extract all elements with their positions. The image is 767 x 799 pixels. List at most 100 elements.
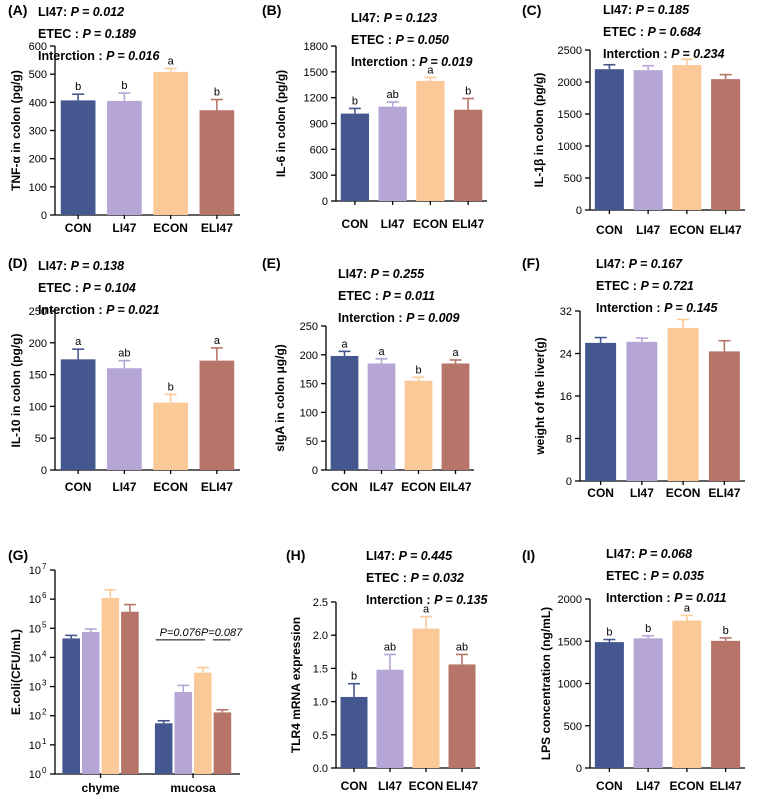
bar xyxy=(633,638,663,768)
y-tick-label: 1000 xyxy=(558,141,582,153)
y-tick-label: 0.0 xyxy=(313,763,328,775)
stat-line: Interction : P = 0.011 xyxy=(606,591,727,605)
sig-letter: a xyxy=(423,604,430,616)
stat-pvalue: P = 0.721 xyxy=(640,279,693,293)
stat-factor: LI47: xyxy=(351,11,384,25)
bar xyxy=(453,109,483,201)
stat-line: LI47: P = 0.068 xyxy=(606,547,692,561)
stat-line: Interction : P = 0.016 xyxy=(38,49,161,63)
bar xyxy=(672,620,702,768)
stat-factor: LI47: xyxy=(606,547,639,561)
y-tick-label: 10 xyxy=(29,740,41,752)
category-label: ECON xyxy=(153,480,188,494)
stat-line: Interction : P = 0.145 xyxy=(596,301,719,315)
panel-label: (H) xyxy=(286,547,305,563)
category-label: ECON xyxy=(670,779,705,793)
stat-pvalue: P = 0.185 xyxy=(636,3,690,17)
y-tick-label: 10 xyxy=(29,565,41,577)
y-axis-label: TNF-α in colon (pg/g) xyxy=(9,70,23,191)
bar xyxy=(194,672,212,774)
bar xyxy=(153,71,188,215)
bar xyxy=(672,65,702,210)
sig-letter: ab xyxy=(387,89,399,101)
y-tick-label: 600 xyxy=(310,144,328,156)
y-tick-label: 10 xyxy=(29,623,41,635)
y-axis-label: LPS concentration (ng/mL) xyxy=(539,607,553,760)
panel-label: (B) xyxy=(262,2,281,18)
stat-pvalue: P = 0.019 xyxy=(419,55,472,69)
y-tick-label: 10 xyxy=(29,682,41,694)
stat-line: LI47: P = 0.185 xyxy=(603,3,690,17)
stat-pvalue: P = 0.234 xyxy=(671,47,724,61)
stat-factor: ETEC : xyxy=(38,281,82,295)
y-tick-label: 10 xyxy=(29,594,41,606)
category-label: CON xyxy=(341,779,368,793)
stat-line: LI47: P = 0.012 xyxy=(38,5,124,19)
stat-pvalue: P = 0.068 xyxy=(639,547,692,561)
stat-line: LI47: P = 0.167 xyxy=(596,257,683,271)
panel-label: (D) xyxy=(8,255,27,271)
group-label: chyme xyxy=(82,781,120,795)
stat-line: LI47: P = 0.445 xyxy=(366,549,453,563)
y-tick-label: 600 xyxy=(29,41,47,53)
bar xyxy=(711,79,741,211)
bar xyxy=(199,360,235,470)
y-axis-label: E.coli(CFU/mL) xyxy=(9,629,23,715)
sig-letter: ab xyxy=(456,641,468,653)
y-tick-label: 24 xyxy=(560,349,572,361)
y-tick-label: 8 xyxy=(566,434,572,446)
y-tick-label: 0 xyxy=(576,763,582,775)
sig-letter: b xyxy=(415,364,421,376)
stat-line: ETEC : P = 0.032 xyxy=(366,571,464,585)
stat-pvalue: P = 0.145 xyxy=(664,301,718,315)
bar xyxy=(404,380,433,470)
y-tick-label: 1500 xyxy=(558,636,582,648)
stat-factor: Interction : xyxy=(38,49,106,63)
bar xyxy=(340,696,368,768)
stat-factor: ETEC : xyxy=(606,569,650,583)
y-tick-label: 400 xyxy=(29,97,47,109)
stat-line: ETEC : P = 0.684 xyxy=(603,25,701,39)
y-tick-label: 200 xyxy=(29,154,47,166)
group-label: mucosa xyxy=(170,781,216,795)
bar xyxy=(585,342,617,481)
stat-line: Interction : P = 0.019 xyxy=(351,55,473,69)
stat-line: Interction : P = 0.234 xyxy=(603,47,725,61)
bar xyxy=(153,402,188,470)
sig-letter: b xyxy=(723,625,729,637)
stat-pvalue: P = 0.189 xyxy=(82,27,135,41)
sig-letter: ab xyxy=(118,348,130,360)
sig-letter: b xyxy=(351,671,357,683)
y-tick-label: 32 xyxy=(560,306,572,318)
y-tick-label: 250 xyxy=(300,321,318,333)
stat-factor: Interction : xyxy=(338,311,406,325)
y-tick-label: 2.0 xyxy=(313,630,328,642)
y-tick-label: 0.5 xyxy=(313,730,328,742)
stat-factor: ETEC : xyxy=(366,571,410,585)
stat-line: LI47: P = 0.138 xyxy=(38,259,124,273)
sig-letter: a xyxy=(378,346,385,358)
y-tick-label: 50 xyxy=(306,436,318,448)
sig-pvalue: P=0.076 xyxy=(160,627,202,639)
y-tick-label: 100 xyxy=(29,401,47,413)
stat-factor: Interction : xyxy=(603,47,671,61)
category-label: ELI47 xyxy=(201,480,233,494)
panel-I: (I) LI47: P = 0.068 ETEC : P = 0.035 Interc… xyxy=(522,547,745,793)
bar xyxy=(199,110,235,215)
y-tick-label: 500 xyxy=(29,69,47,81)
panel-B: (B) LI47: P = 0.123 ETEC : P = 0.050 Interc… xyxy=(262,2,487,231)
stat-pvalue: P = 0.035 xyxy=(650,569,704,583)
stat-factor: LI47: xyxy=(338,267,371,281)
bar xyxy=(60,359,96,470)
category-label: CON xyxy=(331,480,358,494)
stat-factor: ETEC : xyxy=(38,27,82,41)
sig-letter: a xyxy=(214,335,221,347)
category-label: LI47 xyxy=(112,480,136,494)
y-tick-label: 100 xyxy=(29,182,47,194)
sig-letter: b xyxy=(75,81,81,93)
stat-pvalue: P = 0.255 xyxy=(371,267,425,281)
category-label: LI47 xyxy=(112,221,136,235)
category-label: LI47 xyxy=(636,779,660,793)
category-label: ECON xyxy=(409,779,444,793)
